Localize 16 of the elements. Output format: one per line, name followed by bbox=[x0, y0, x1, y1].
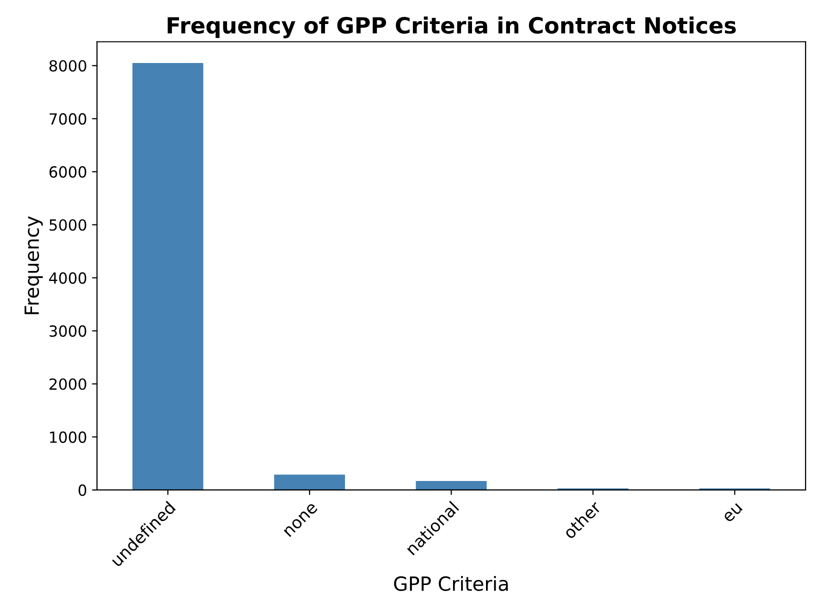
x-tick-label: eu bbox=[722, 503, 743, 523]
y-tick-label: 1000 bbox=[50, 431, 86, 443]
y-tick-label: 8000 bbox=[49, 60, 86, 72]
y-tick-label: 5000 bbox=[50, 219, 86, 231]
y-tick-label: 3000 bbox=[50, 325, 86, 337]
y-tick-label: 0 bbox=[78, 484, 86, 496]
y-axis-title: Frequency bbox=[24, 216, 43, 314]
x-axis-title: GPP Criteria bbox=[394, 576, 508, 592]
y-tick-label: 6000 bbox=[49, 166, 86, 178]
y-tick-label: 7000 bbox=[50, 113, 86, 125]
bar bbox=[416, 480, 487, 490]
bar bbox=[132, 62, 204, 490]
bar bbox=[274, 474, 345, 490]
y-tick-label: 4000 bbox=[49, 272, 86, 284]
chart-title: Frequency of GPP Criteria in Contract Notices bbox=[168, 16, 736, 38]
y-tick-label: 2000 bbox=[50, 378, 86, 390]
